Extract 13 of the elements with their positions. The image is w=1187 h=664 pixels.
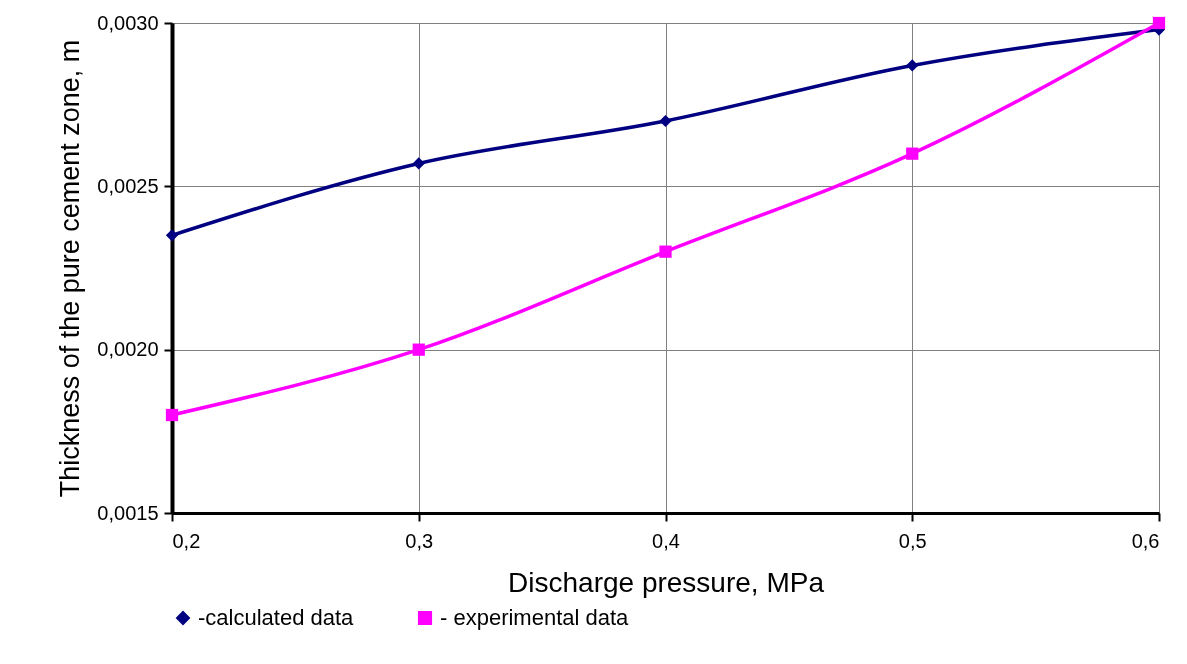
y-tick-label: 0,0025 — [97, 174, 159, 197]
y-tick-label: 0,0020 — [97, 338, 159, 361]
legend-label: - experimental data — [440, 605, 630, 630]
y-tick-label: 0,0015 — [97, 501, 159, 524]
x-tick-label: 0,3 — [405, 529, 434, 552]
x-tick-label: 0,5 — [898, 529, 927, 552]
x-tick-label: 0,4 — [652, 529, 680, 552]
x-tick-label: 0,2 — [172, 529, 201, 552]
y-axis-title: Thickness of the pure cement zone, m — [55, 39, 86, 498]
legend-label: -calculated data — [198, 605, 355, 630]
x-axis-title: Discharge pressure, MPa — [508, 566, 825, 598]
y-tick-label: 0,0030 — [97, 11, 159, 34]
x-tick-label: 0,6 — [1131, 529, 1160, 552]
